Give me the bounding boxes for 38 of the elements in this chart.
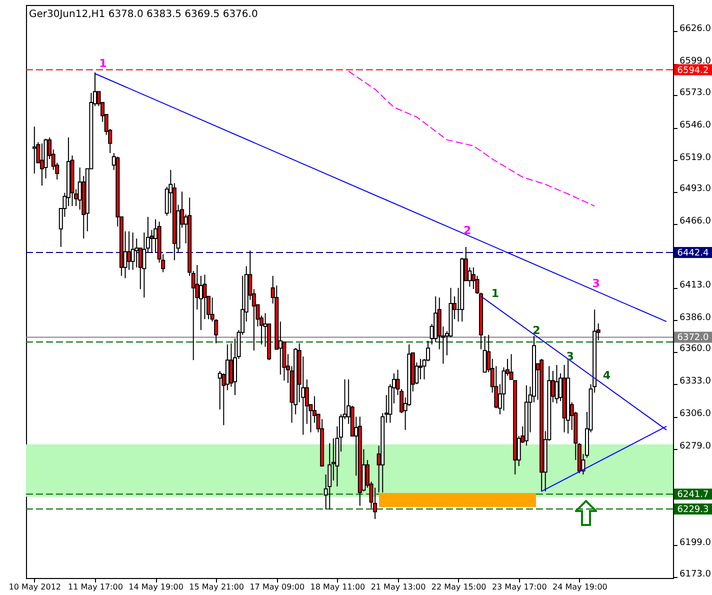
chart-title: Ger30Jun12,H1 6378.0 6383.5 6369.5 6376.0 — [29, 9, 258, 20]
ref-line-label: 6229.3 — [677, 505, 709, 516]
x-tick-label: 24 May 19:00 — [552, 582, 608, 592]
x-tick-label: 15 May 21:00 — [189, 582, 244, 592]
annotation: 3 — [566, 350, 574, 363]
x-tick-label: 23 May 17:00 — [492, 582, 547, 592]
y-tick-label: 6493.0 — [680, 184, 712, 194]
y-tick-label: 6466.0 — [680, 216, 712, 227]
y-tick-label: 6199.0 — [680, 538, 712, 548]
y-tick-label: 6306.0 — [680, 409, 712, 420]
y-tick-label: 6626.0 — [680, 24, 712, 34]
annotation: 4 — [602, 369, 611, 382]
ref-line-label: 6594.2 — [677, 66, 709, 76]
y-tick-label: 6333.0 — [680, 376, 712, 387]
y-tick-label: 6573.0 — [680, 88, 712, 98]
y-tick-label: 6599.0 — [680, 56, 712, 66]
x-tick-label: 21 May 13:00 — [370, 582, 426, 592]
y-tick-label: 6546.0 — [680, 120, 712, 130]
ref-line-label: 6442.4 — [677, 248, 710, 258]
annotation: 1 — [491, 287, 499, 300]
y-tick-label: 6386.0 — [680, 312, 712, 323]
y-tick-label: 6413.0 — [680, 280, 712, 290]
x-tick-label: 17 May 09:00 — [250, 582, 305, 592]
annotation: 2 — [532, 324, 540, 337]
x-tick-label: 10 May 2012 — [8, 582, 61, 592]
ref-line-label: 6241.7 — [677, 490, 709, 500]
x-tick-label: 11 May 17:00 — [68, 582, 123, 592]
annotation: 1 — [99, 57, 107, 70]
y-tick-label: 6279.0 — [680, 442, 712, 452]
annotation: 3 — [592, 277, 600, 290]
x-tick-label: 18 May 11:00 — [310, 582, 366, 592]
ref-line-label: 6372.0 — [677, 333, 710, 344]
x-tick-label: 22 May 15:00 — [431, 582, 486, 592]
y-tick-label: 6173.0 — [680, 569, 712, 580]
y-tick-label: 6519.0 — [680, 152, 712, 163]
x-tick-label: 14 May 19:00 — [128, 582, 184, 592]
annotation: 2 — [463, 224, 472, 237]
y-tick-label: 6360.0 — [680, 344, 712, 354]
